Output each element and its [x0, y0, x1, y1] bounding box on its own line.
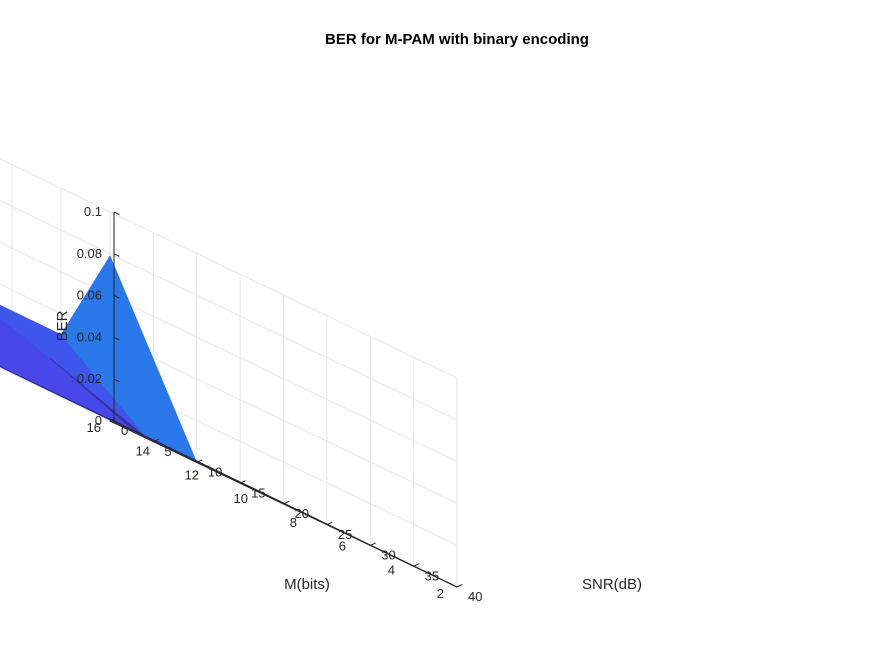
y-tick-mark [402, 560, 409, 564]
y-tick-mark [255, 489, 262, 493]
y-axis-label: M(bits) [284, 576, 330, 593]
z-tick-mark [113, 378, 120, 383]
y-tick-label: 2 [437, 586, 444, 601]
y-tick-label: 4 [388, 562, 395, 577]
y-tick-mark [304, 512, 311, 517]
grid-line [0, 158, 111, 213]
x-tick-mark [153, 438, 159, 443]
x-tick-label: 0 [121, 423, 128, 438]
x-tick-label: 5 [164, 444, 171, 459]
y-tick-label: 14 [136, 444, 150, 459]
z-axis-label: BER [54, 310, 71, 341]
y-tick-label: 10 [234, 491, 248, 506]
z-tick-label: 0.02 [77, 371, 102, 386]
grid-line [109, 336, 458, 504]
y-tick-mark [206, 465, 213, 469]
x-axis-label: SNR(dB) [582, 576, 642, 593]
x-tick-label: 30 [381, 548, 395, 563]
x-tick-label: 35 [425, 568, 439, 583]
x-tick-mark [239, 480, 246, 484]
y-tick-label: 6 [339, 539, 346, 554]
z-tick-label: 0.04 [77, 329, 102, 344]
grid-line [109, 253, 458, 421]
z-tick-mark [113, 295, 120, 299]
x-tick-label: 25 [338, 527, 352, 542]
z-tick-label: 0 [95, 413, 102, 428]
z-tick-label: 0.06 [77, 288, 102, 303]
x-tick-mark [413, 563, 420, 567]
z-tick-label: 0.08 [77, 246, 102, 261]
z-tick-mark [113, 253, 120, 257]
y-tick-label: 12 [185, 467, 199, 482]
y-tick-label: 8 [290, 515, 297, 530]
z-tick-mark [113, 420, 120, 425]
z-tick-mark [113, 336, 120, 341]
axes [108, 211, 463, 588]
surface [0, 255, 458, 588]
x-tick-mark [196, 459, 203, 463]
grid-line [109, 295, 458, 463]
x-tick-label: 15 [251, 485, 265, 500]
grid-line [109, 211, 458, 379]
z-tick-label: 0.1 [84, 204, 102, 219]
x-tick-mark [326, 521, 333, 526]
x-tick-mark [370, 542, 376, 546]
x-tick-label: 40 [468, 589, 482, 604]
y-tick-mark [157, 441, 164, 446]
x-tick-mark [456, 583, 463, 588]
chart-title: BER for M-PAM with binary encoding [325, 31, 589, 48]
x-tick-label: 10 [208, 465, 222, 480]
z-tick-mark [113, 211, 120, 216]
y-tick-label: 16 [87, 420, 101, 435]
x-tick-mark [109, 417, 116, 422]
grid-line [0, 283, 111, 338]
grid-line [0, 241, 111, 297]
x-tick-mark [283, 500, 290, 505]
y-tick-mark [451, 583, 458, 588]
y-axis-line [113, 420, 458, 588]
tick-labels: 051015202530354024681012141600.020.040.0… [77, 204, 483, 604]
grid-line [0, 200, 111, 255]
y-tick-mark [353, 536, 360, 541]
y-tick-mark [108, 417, 115, 422]
x-tick-label: 20 [295, 506, 309, 521]
